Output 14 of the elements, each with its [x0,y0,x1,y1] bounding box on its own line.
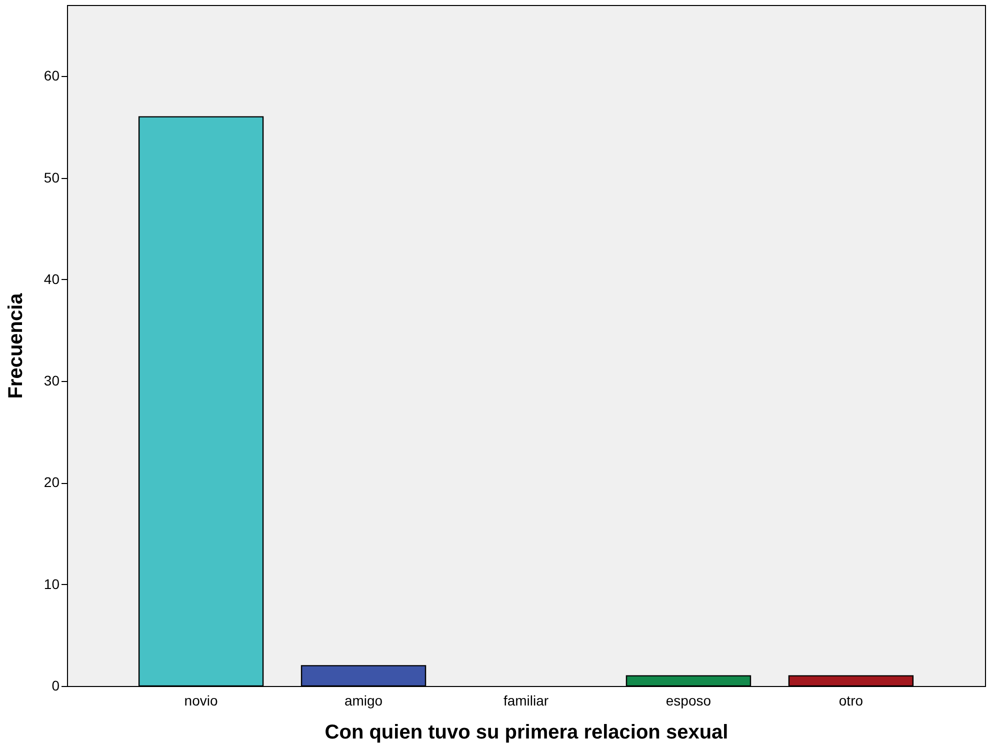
y-axis-title: Frecuencia [4,292,27,399]
y-tick-label: 50 [44,169,60,186]
y-tick-label: 20 [44,474,60,490]
y-tick-label: 30 [44,372,60,389]
y-tick-label: 0 [52,678,60,694]
x-tick-label: otro [838,692,864,708]
x-tick-label: esposo [666,692,712,708]
y-tick-label: 40 [44,270,60,287]
y-tick-label: 10 [44,576,60,592]
x-tick-label: novio [184,692,218,708]
y-tick-label: 60 [44,68,60,84]
x-axis-title: Con quien tuvo su primera relacion sexual [324,722,728,744]
x-tick-label: amigo [344,692,383,708]
x-tick-label: familiar [503,692,549,708]
